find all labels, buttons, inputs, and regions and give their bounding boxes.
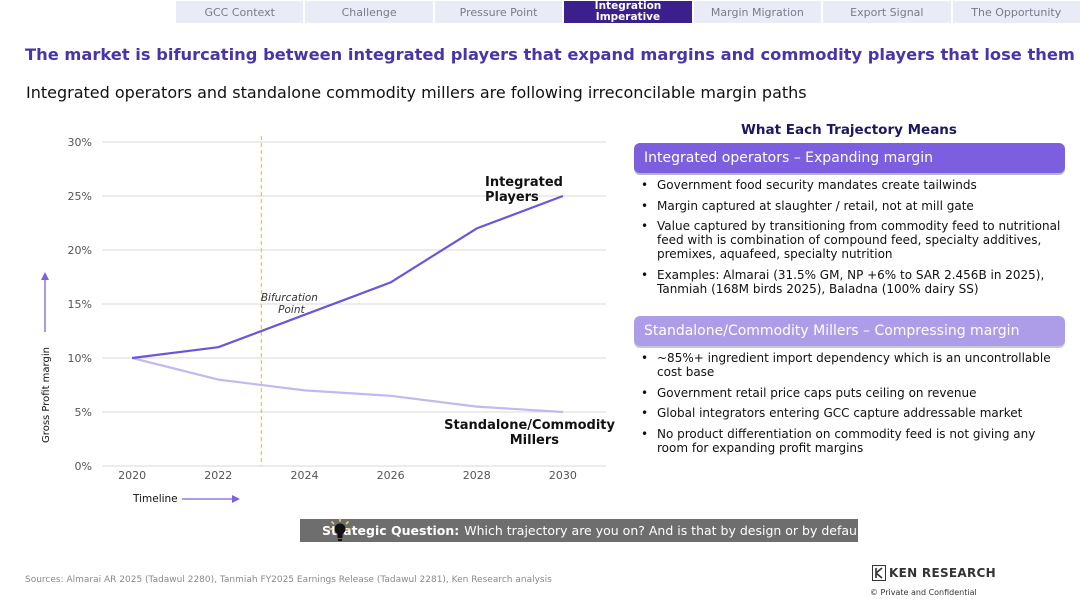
strategic-question-banner: Strategic Question: Which trajectory are…	[300, 519, 872, 542]
y-tick-label: 20%	[68, 244, 92, 257]
page-headline: The market is bifurcating between integr…	[25, 45, 1075, 64]
standalone-bullet-list: ~85%+ ingredient import dependency which…	[640, 351, 1070, 461]
x-axis-arrow-icon	[182, 495, 240, 503]
section-tabs: GCC Context Challenge Pressure Point Int…	[176, 1, 1080, 23]
x-axis-label: Timeline	[133, 493, 178, 505]
integrated-bullet-list: Government food security mandates create…	[640, 178, 1070, 303]
tab-the-opportunity[interactable]: The Opportunity	[952, 1, 1080, 23]
x-tick-label: 2024	[290, 469, 318, 482]
list-item: Global integrators entering GCC capture …	[640, 406, 1070, 420]
lightbulb-icon	[329, 518, 351, 541]
list-item: Value captured by transitioning from com…	[640, 219, 1070, 262]
chart-gridlines	[102, 141, 606, 467]
list-item: No product differentiation on commodity …	[640, 427, 1070, 455]
tab-pressure-point[interactable]: Pressure Point	[434, 1, 563, 23]
ken-logo-icon	[872, 565, 886, 581]
x-tick-label: 2020	[118, 469, 146, 482]
tab-challenge[interactable]: Challenge	[305, 1, 433, 23]
list-item: Government food security mandates create…	[640, 178, 1070, 192]
banner-label: Strategic Question:	[322, 523, 460, 538]
confidential-note: © Private and Confidential	[870, 588, 977, 597]
chart-series	[131, 194, 564, 414]
page-subheadline: Integrated operators and standalone comm…	[26, 83, 807, 102]
bifurcation-label: Point	[278, 304, 305, 316]
y-axis-ticks: 0% 5% 10% 15% 20% 25% 30%	[68, 136, 92, 473]
standalone-series-label: Standalone/Commodity	[444, 418, 615, 433]
y-tick-label: 0%	[75, 460, 92, 473]
list-item: Margin captured at slaughter / retail, n…	[640, 199, 1070, 213]
standalone-series-line	[131, 356, 563, 414]
tab-export-signal[interactable]: Export Signal	[823, 1, 951, 23]
list-item: ~85%+ ingredient import dependency which…	[640, 351, 1070, 379]
standalone-series-label: Millers	[510, 433, 560, 448]
bifurcation-label: Bifurcation	[261, 292, 318, 304]
y-axis-label: Gross Profit margin	[41, 347, 52, 443]
integrated-header: Integrated operators – Expanding margin	[634, 143, 1065, 173]
y-tick-label: 30%	[68, 136, 92, 149]
y-axis-arrow-icon	[41, 272, 49, 332]
trajectory-panel-title: What Each Trajectory Means	[741, 122, 957, 138]
logo-text: KEN RESEARCH	[889, 566, 996, 580]
y-tick-label: 10%	[68, 352, 92, 365]
sources-footnote: Sources: Almarai AR 2025 (Tadawul 2280),…	[25, 575, 552, 585]
y-tick-label: 15%	[68, 298, 92, 311]
tab-margin-migration[interactable]: Margin Migration	[693, 1, 822, 23]
integrated-series-label: Players	[485, 190, 539, 205]
integrated-series-line	[132, 194, 564, 360]
x-tick-label: 2026	[377, 469, 405, 482]
x-axis-ticks: 2020 2022 2024 2026 2028 2030	[118, 469, 577, 482]
x-tick-label: 2030	[549, 469, 577, 482]
y-tick-label: 5%	[75, 406, 92, 419]
y-tick-label: 25%	[68, 190, 92, 203]
integrated-series-label: Integrated	[485, 175, 563, 190]
tab-gcc-context[interactable]: GCC Context	[176, 1, 304, 23]
list-item: Examples: Almarai (31.5% GM, NP +6% to S…	[640, 268, 1070, 296]
standalone-header: Standalone/Commodity Millers – Compressi…	[634, 316, 1065, 346]
x-tick-label: 2028	[463, 469, 491, 482]
x-tick-label: 2022	[204, 469, 232, 482]
company-logo: KEN RESEARCH	[872, 565, 996, 581]
tab-integration-imperative[interactable]: Integration Imperative	[564, 1, 692, 23]
list-item: Government retail price caps puts ceilin…	[640, 386, 1070, 400]
banner-text: Which trajectory are you on? And is that…	[464, 523, 872, 538]
